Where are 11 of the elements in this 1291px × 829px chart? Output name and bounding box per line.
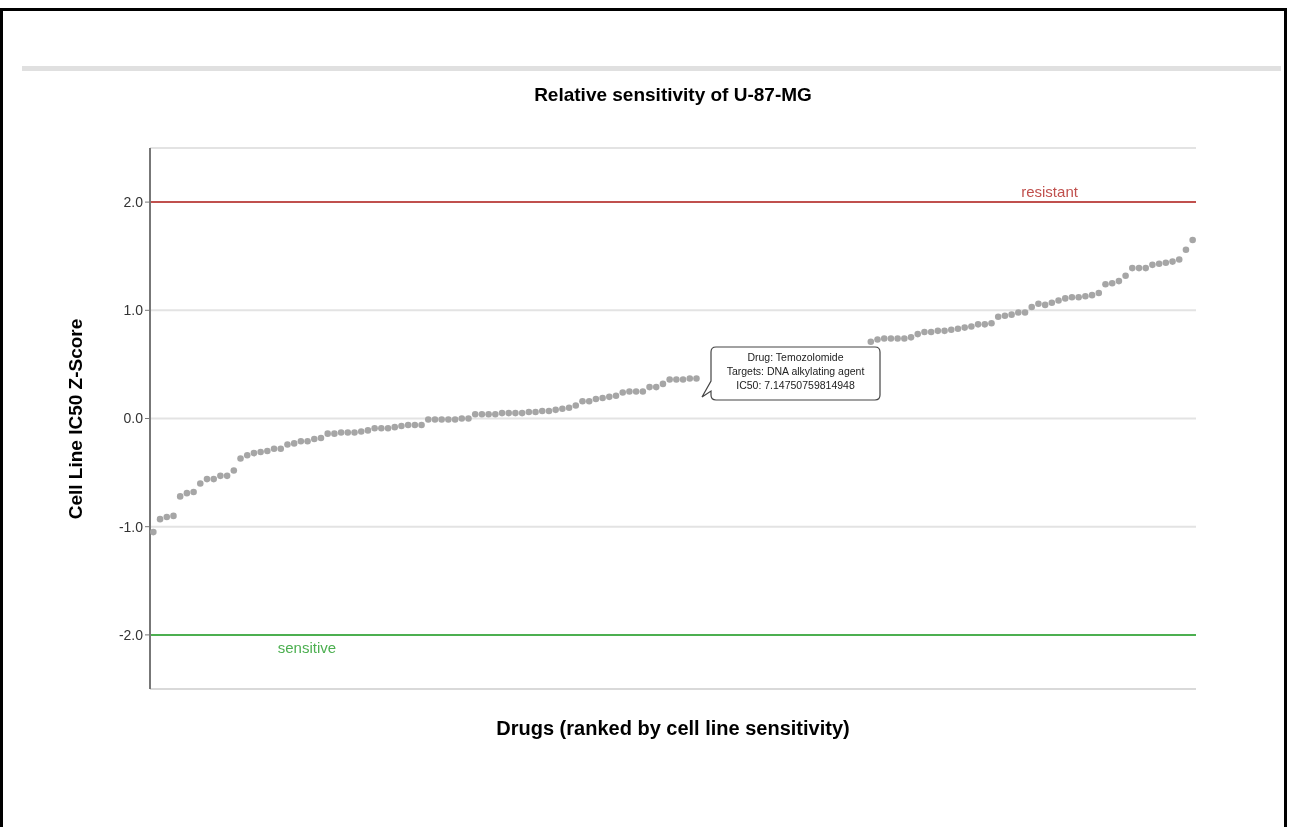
ref-line-label: sensitive — [277, 638, 337, 656]
ref-line-label: resistant — [1021, 183, 1079, 201]
chart-title: Relative sensitivity of U-87-MG — [533, 84, 813, 106]
y-tick-label: 2.0 — [123, 194, 144, 211]
y-tick-label: -2.0 — [118, 626, 144, 643]
y-tick-label: 1.0 — [123, 302, 144, 319]
annotation: Drug: Temozolomide Targets: DNA alkylating agent IC50: 7.14750759814948 — [725, 350, 866, 392]
y-tick-label: -1.0 — [118, 518, 144, 535]
x-axis-title: Drugs (ranked by cell line sensitivity) — [495, 717, 851, 740]
y-axis-title: Cell Line IC50 Z-Score — [65, 318, 87, 520]
y-tick-label: 0.0 — [123, 410, 144, 427]
